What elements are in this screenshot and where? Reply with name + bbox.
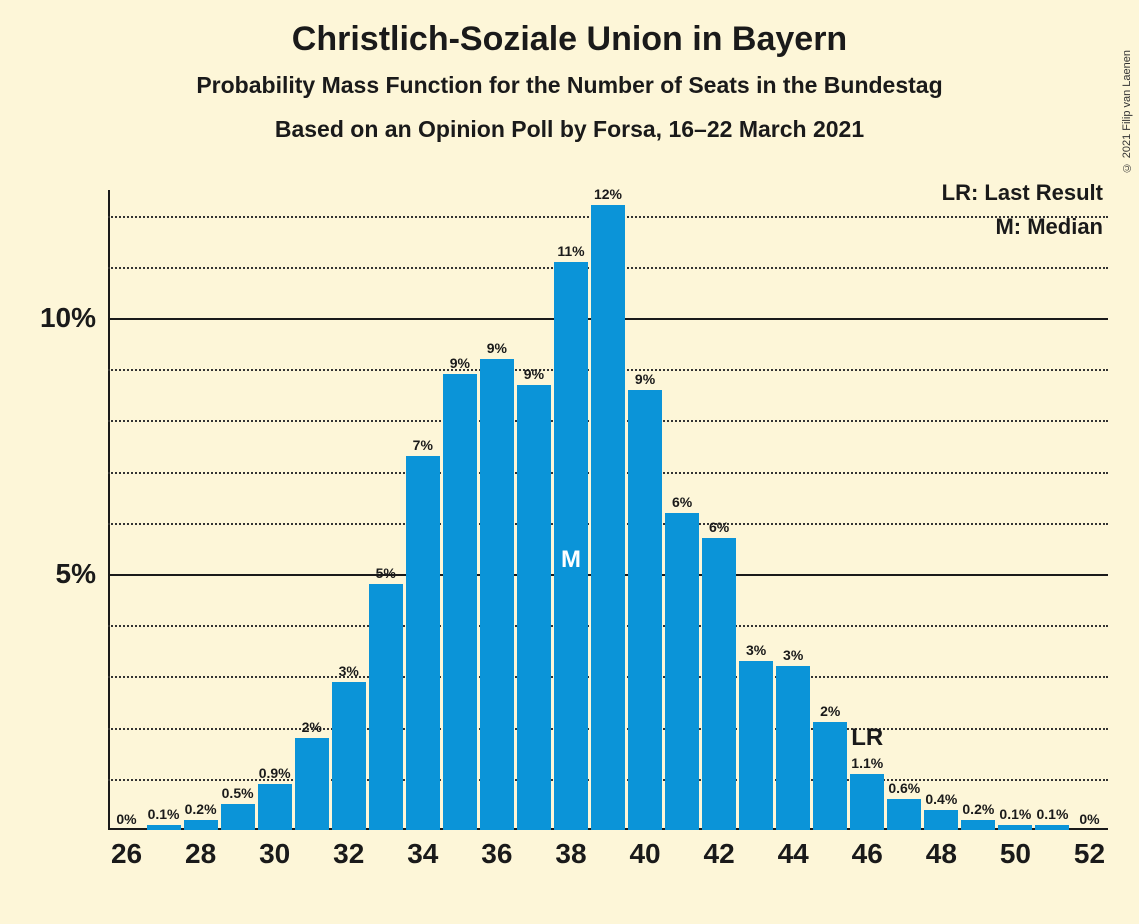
x-axis-tick-label: 40 — [629, 838, 660, 870]
x-axis-tick-label: 26 — [111, 838, 142, 870]
bar: 0.1% — [1035, 825, 1069, 830]
bar-value-label: 0.6% — [888, 780, 920, 796]
bar: 1.1% — [850, 774, 884, 830]
y-axis-line — [108, 190, 110, 830]
bar-value-label: 2% — [302, 719, 322, 735]
bar: 9% — [517, 385, 551, 830]
bar-value-label: 9% — [524, 366, 544, 382]
chart-subtitle-2: Based on an Opinion Poll by Forsa, 16–22… — [0, 116, 1139, 143]
bar: 0.4% — [924, 810, 958, 830]
y-axis-tick-label: 10% — [40, 302, 96, 334]
x-axis-tick-label: 46 — [852, 838, 883, 870]
x-axis-tick-label: 50 — [1000, 838, 1031, 870]
bar-value-label: 6% — [709, 519, 729, 535]
bar-value-label: 2% — [820, 703, 840, 719]
bar-value-label: 12% — [594, 186, 622, 202]
bar: 7% — [406, 456, 440, 830]
bar: 9% — [628, 390, 662, 830]
bar-value-label: 3% — [339, 663, 359, 679]
bar: 12% — [591, 205, 625, 830]
bar: 6% — [665, 513, 699, 830]
x-axis-tick-label: 38 — [555, 838, 586, 870]
bar: 0.1% — [998, 825, 1032, 830]
bar-value-label: 0.5% — [222, 785, 254, 801]
bar: 0.5% — [221, 804, 255, 830]
x-axis: 26 28 30 32 34 36 38 40 42 44 46 48 50 52 — [108, 830, 1108, 880]
bar-value-label: 3% — [783, 647, 803, 663]
copyright-text: © 2021 Filip van Laenen — [1121, 50, 1133, 173]
x-axis-tick-label: 34 — [407, 838, 438, 870]
bar-value-label: 7% — [413, 437, 433, 453]
bar: 0.2% — [184, 820, 218, 830]
bar: 3% — [332, 682, 366, 830]
bar-value-label: 9% — [450, 355, 470, 371]
bar-value-label: 0.9% — [259, 765, 291, 781]
bar-value-label: 11% — [557, 243, 584, 259]
bar: 9% — [443, 374, 477, 830]
median-marker: M — [561, 546, 581, 574]
bar: 2% — [813, 722, 847, 830]
bar: 3% — [739, 661, 773, 830]
x-axis-tick-label: 44 — [778, 838, 809, 870]
x-axis-tick-label: 36 — [481, 838, 512, 870]
x-axis-tick-label: 42 — [704, 838, 735, 870]
bar: 0.9% — [258, 784, 292, 830]
bar-value-label: 0.4% — [925, 791, 957, 807]
bar: 0.2% — [961, 820, 995, 830]
pmf-chart: Christlich-Soziale Union in Bayern Proba… — [0, 0, 1139, 924]
legend-lr: LR: Last Result — [942, 180, 1103, 206]
bar-value-label: 3% — [746, 642, 766, 658]
bar-value-label: 0.1% — [1036, 806, 1068, 822]
bar-value-label: 0.2% — [185, 801, 217, 817]
bar-value-label: 0.2% — [962, 801, 994, 817]
bar: 9% — [480, 359, 514, 830]
bar: 6% — [702, 538, 736, 830]
y-axis-tick-label: 5% — [56, 558, 96, 590]
bar-value-label: 6% — [672, 494, 692, 510]
x-axis-tick-label: 48 — [926, 838, 957, 870]
x-axis-tick-label: 30 — [259, 838, 290, 870]
last-result-marker: LR — [851, 724, 883, 752]
bar-value-label: 5% — [376, 565, 396, 581]
bar-value-label: 1.1% — [851, 755, 883, 771]
chart-title: Christlich-Soziale Union in Bayern — [0, 20, 1139, 59]
bar-value-label: 9% — [635, 371, 655, 387]
bar: 2% — [295, 738, 329, 830]
bar: 5% — [369, 584, 403, 830]
bar: 0.1% — [147, 825, 181, 830]
chart-subtitle-1: Probability Mass Function for the Number… — [0, 72, 1139, 99]
bar-value-label: 0% — [116, 811, 136, 827]
bar-value-label: 0.1% — [148, 806, 180, 822]
bar: 3% — [776, 666, 810, 830]
legend-m: M: Median — [995, 214, 1103, 240]
plot-area: 2628303234363840424446485052 5%10%0%0.1%… — [108, 190, 1108, 830]
x-axis-tick-label: 32 — [333, 838, 364, 870]
x-axis-tick-label: 52 — [1074, 838, 1105, 870]
bar-value-label: 0.1% — [999, 806, 1031, 822]
bar: 0.6% — [887, 799, 921, 830]
bar-value-label: 0% — [1079, 811, 1099, 827]
bar-value-label: 9% — [487, 340, 507, 356]
x-axis-tick-label: 28 — [185, 838, 216, 870]
